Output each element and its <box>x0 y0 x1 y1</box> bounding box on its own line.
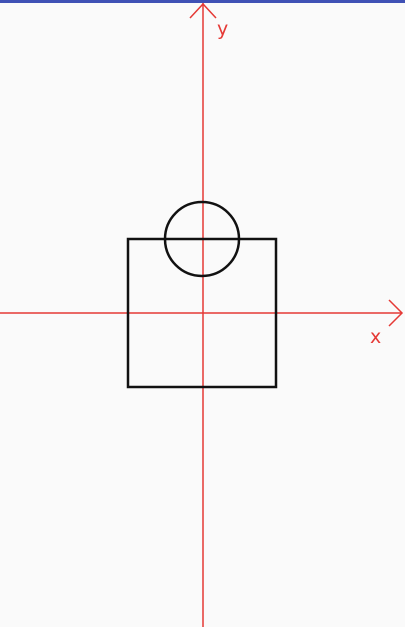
square-shape <box>126 237 278 389</box>
x-axis-label: x <box>370 326 382 348</box>
top-strip <box>0 0 405 3</box>
circle-shape <box>163 200 241 278</box>
x-axis-arrowhead <box>388 299 404 327</box>
y-axis-label: y <box>217 18 229 40</box>
y-axis-arrowhead <box>189 2 217 19</box>
